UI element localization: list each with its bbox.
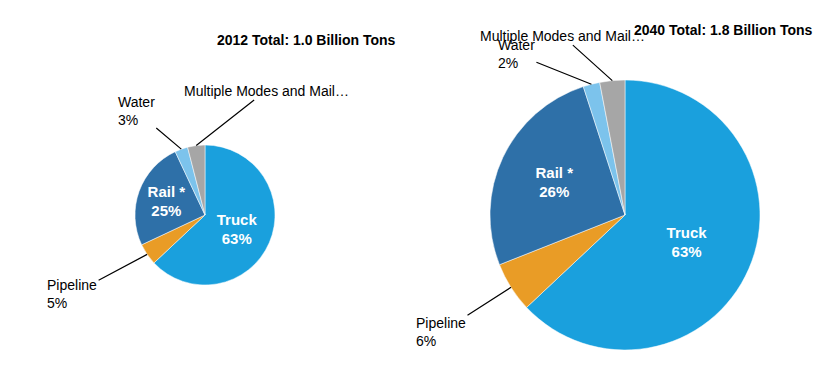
svg-text:Truck63%: Truck63% [217, 211, 258, 248]
svg-text:Pipeline6%: Pipeline6% [416, 315, 466, 349]
svg-text:Multiple Modes and Mail…: Multiple Modes and Mail… [480, 28, 645, 44]
svg-text:Pipeline5%: Pipeline5% [47, 277, 97, 311]
svg-text:2040 Total: 1.8 Billion Tons: 2040 Total: 1.8 Billion Tons [634, 22, 813, 38]
svg-text:Water2%: Water2% [498, 37, 535, 71]
svg-text:Truck63%: Truck63% [667, 224, 708, 261]
svg-text:Water3%: Water3% [118, 94, 155, 128]
svg-text:Rail *26%: Rail *26% [536, 164, 574, 201]
svg-text:Multiple Modes and Mail…: Multiple Modes and Mail… [184, 83, 349, 99]
svg-text:2012 Total: 1.0 Billion Tons: 2012 Total: 1.0 Billion Tons [217, 32, 396, 48]
svg-text:Rail *25%: Rail *25% [148, 183, 186, 220]
